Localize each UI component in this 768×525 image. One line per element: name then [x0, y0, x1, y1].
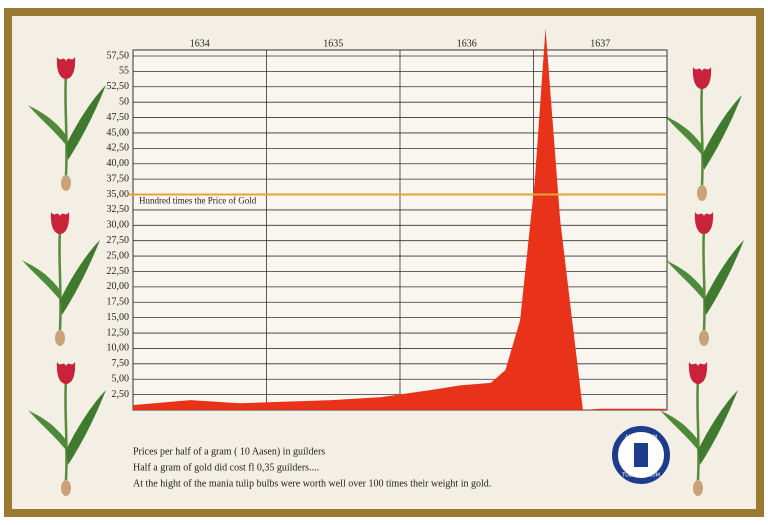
y-tick-label: 27,50 — [107, 235, 130, 246]
y-tick-label: 42,50 — [107, 143, 130, 154]
y-tick-label: 30,00 — [107, 220, 130, 231]
note: Prices per half of a gram ( 10 Aasen) in… — [133, 446, 325, 457]
logo-text: TULIP MUSEUM — [621, 473, 660, 479]
y-tick-label: 32,50 — [107, 204, 130, 215]
note: Half a gram of gold did cost fl 0,35 gui… — [133, 462, 319, 473]
logo-emblem — [634, 443, 648, 467]
price-area — [133, 28, 666, 410]
reference-label: Hundred times the Price of Gold — [139, 196, 257, 206]
y-tick-label: 25,00 — [107, 250, 130, 261]
marks — [129, 28, 667, 410]
y-tick-label: 47,50 — [107, 112, 130, 123]
logo: AMSTERDAM TULIP MUSEUM — [612, 426, 670, 484]
y-tick-label: 12,50 — [107, 327, 130, 338]
labels: 2,50 5,00 7,50 10,00 12,50 15,00 17,50 20,00 22,… — [107, 38, 611, 489]
y-tick-label: 7,50 — [112, 358, 130, 369]
y-tick-label: 37,50 — [107, 173, 130, 184]
y-tick-label: 50 — [119, 96, 129, 107]
y-tick-label: 17,50 — [107, 297, 130, 308]
y-tick-label: 52,50 — [107, 81, 130, 92]
y-tick-label: 35,00 — [107, 189, 130, 200]
column-label: 1636 — [457, 38, 477, 49]
y-tick-label: 40,00 — [107, 158, 130, 169]
y-tick-label: 22,50 — [107, 266, 130, 277]
y-tick-label: 45,00 — [107, 127, 130, 138]
logo-text: AMSTERDAM — [625, 435, 657, 441]
y-tick-label: 15,00 — [107, 312, 130, 323]
y-tick-label: 57,50 — [107, 50, 130, 61]
y-tick-label: 55 — [119, 66, 129, 77]
y-tick-label: 20,00 — [107, 281, 130, 292]
y-tick-label: 5,00 — [112, 374, 130, 385]
note: At the hight of the mania tulip bulbs we… — [133, 478, 491, 489]
column-label: 1637 — [590, 38, 610, 49]
column-label: 1635 — [323, 38, 343, 49]
column-label: 1634 — [190, 38, 210, 49]
y-tick-label: 10,00 — [107, 343, 130, 354]
y-tick-label: 2,50 — [112, 389, 130, 400]
